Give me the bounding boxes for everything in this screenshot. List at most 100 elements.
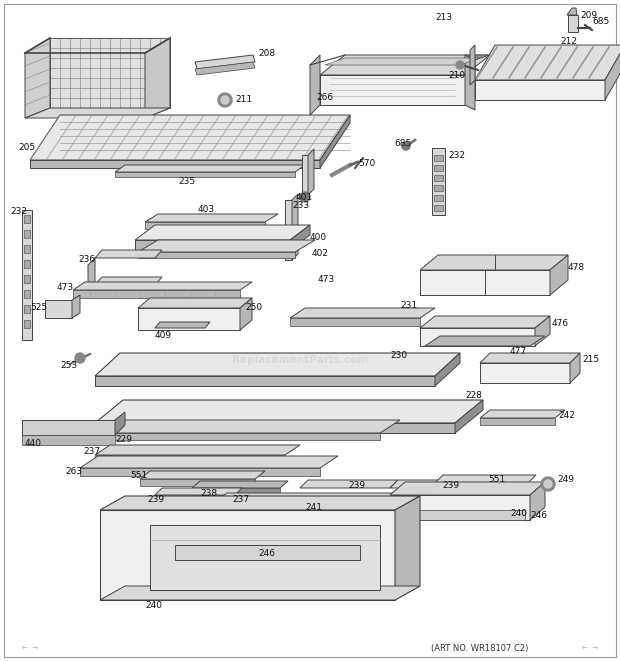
Text: 229: 229 <box>115 436 132 444</box>
Polygon shape <box>95 376 435 386</box>
Polygon shape <box>420 270 550 295</box>
Text: 473: 473 <box>318 276 335 284</box>
Text: 473: 473 <box>57 284 74 293</box>
Text: 266: 266 <box>316 93 333 102</box>
Text: 249: 249 <box>557 475 574 483</box>
Polygon shape <box>24 215 30 223</box>
Text: 237: 237 <box>232 496 249 504</box>
Polygon shape <box>567 8 577 15</box>
Text: 233: 233 <box>292 202 309 210</box>
Text: 210: 210 <box>448 71 465 81</box>
Polygon shape <box>434 155 443 161</box>
Polygon shape <box>24 245 30 253</box>
Polygon shape <box>73 290 240 298</box>
Polygon shape <box>145 222 265 229</box>
Polygon shape <box>434 195 443 201</box>
Polygon shape <box>95 455 285 462</box>
Text: 239: 239 <box>442 481 459 490</box>
Text: 685: 685 <box>394 139 411 149</box>
Polygon shape <box>390 482 545 495</box>
Polygon shape <box>22 420 115 435</box>
Polygon shape <box>310 55 320 115</box>
Polygon shape <box>420 328 535 346</box>
Circle shape <box>300 192 310 202</box>
Polygon shape <box>390 480 478 488</box>
Polygon shape <box>155 322 210 328</box>
Text: 205: 205 <box>18 143 35 153</box>
Polygon shape <box>138 298 252 308</box>
Polygon shape <box>432 148 445 215</box>
Polygon shape <box>568 15 578 32</box>
Polygon shape <box>320 55 490 75</box>
Text: 440: 440 <box>25 438 42 447</box>
Polygon shape <box>24 275 30 283</box>
Text: 551: 551 <box>130 471 148 481</box>
Polygon shape <box>80 468 320 476</box>
Polygon shape <box>24 260 30 268</box>
Polygon shape <box>95 277 162 285</box>
Polygon shape <box>73 282 252 290</box>
Circle shape <box>221 96 229 104</box>
Text: 239: 239 <box>348 481 365 490</box>
Text: 211: 211 <box>235 95 252 104</box>
Polygon shape <box>95 400 483 423</box>
Polygon shape <box>475 80 605 100</box>
Polygon shape <box>100 496 420 510</box>
Polygon shape <box>395 496 420 600</box>
Circle shape <box>218 93 232 107</box>
Polygon shape <box>475 45 620 80</box>
Polygon shape <box>308 149 314 195</box>
Polygon shape <box>155 488 242 495</box>
Text: 237: 237 <box>83 447 100 457</box>
Circle shape <box>456 61 464 69</box>
Polygon shape <box>135 240 290 250</box>
Text: 400: 400 <box>310 233 327 243</box>
Polygon shape <box>22 210 32 340</box>
Polygon shape <box>72 295 80 318</box>
Text: 478: 478 <box>568 264 585 272</box>
Text: 228: 228 <box>465 391 482 399</box>
Polygon shape <box>135 225 310 240</box>
Text: ←  →: ← → <box>582 645 598 651</box>
Polygon shape <box>155 495 235 501</box>
Text: 253: 253 <box>60 362 77 371</box>
Polygon shape <box>480 363 570 383</box>
Polygon shape <box>325 58 480 65</box>
Polygon shape <box>434 175 443 181</box>
Polygon shape <box>215 502 420 508</box>
Text: 215: 215 <box>582 356 599 364</box>
Polygon shape <box>530 482 545 520</box>
Text: 476: 476 <box>552 319 569 327</box>
Text: 213: 213 <box>435 13 452 22</box>
Polygon shape <box>30 160 320 168</box>
Text: 409: 409 <box>155 332 172 340</box>
Circle shape <box>75 353 85 363</box>
Polygon shape <box>434 205 443 211</box>
Polygon shape <box>420 255 568 270</box>
Polygon shape <box>50 38 170 108</box>
Polygon shape <box>570 353 580 383</box>
Text: 212: 212 <box>560 38 577 46</box>
Polygon shape <box>88 258 95 292</box>
Text: 231: 231 <box>400 301 417 311</box>
Text: 235: 235 <box>178 178 195 186</box>
Polygon shape <box>115 172 295 177</box>
Text: 241: 241 <box>305 504 322 512</box>
Polygon shape <box>285 200 292 260</box>
Polygon shape <box>465 55 490 60</box>
Polygon shape <box>95 423 455 433</box>
Polygon shape <box>115 165 305 172</box>
Text: 250: 250 <box>245 303 262 311</box>
Polygon shape <box>138 240 315 252</box>
Polygon shape <box>302 155 308 195</box>
Polygon shape <box>290 308 435 318</box>
Text: 239: 239 <box>147 496 164 504</box>
Text: 230: 230 <box>390 352 407 360</box>
Polygon shape <box>24 305 30 313</box>
Polygon shape <box>22 435 115 445</box>
Text: ←  →: ← → <box>22 645 38 651</box>
Polygon shape <box>25 38 50 118</box>
Text: 209: 209 <box>580 11 597 20</box>
Polygon shape <box>138 252 295 258</box>
Text: 570: 570 <box>358 159 375 167</box>
